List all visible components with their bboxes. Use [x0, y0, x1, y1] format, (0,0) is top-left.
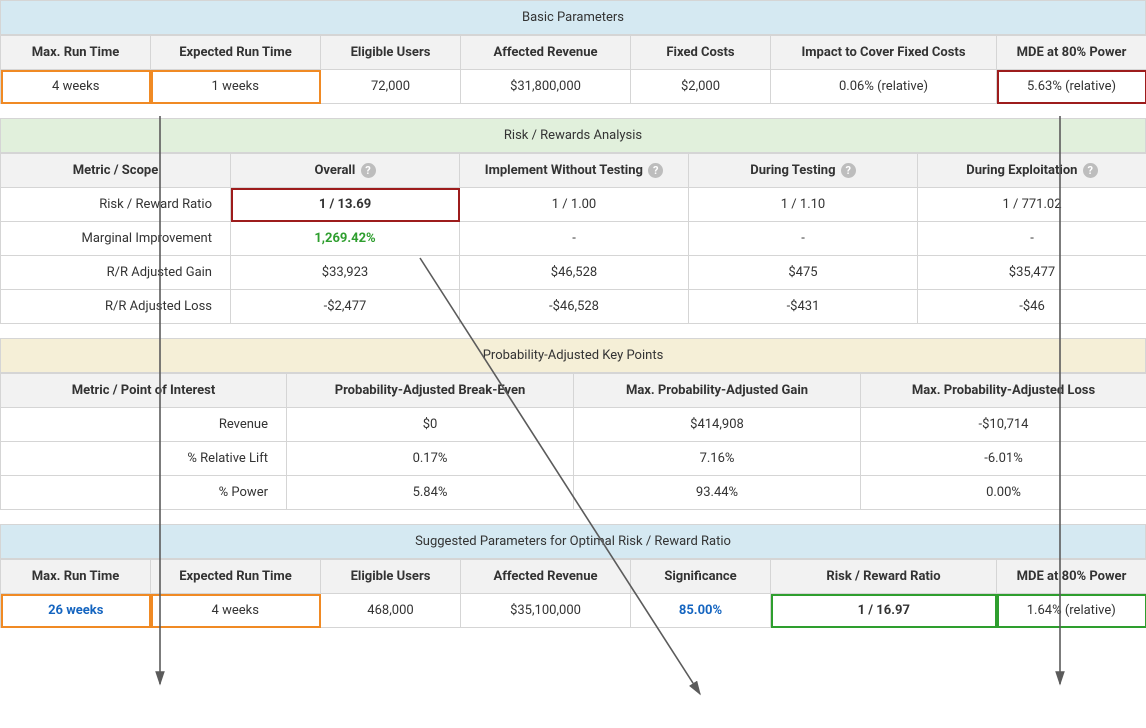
risk-gain-de: $35,477: [918, 256, 1146, 290]
suggested-header: Affected Revenue: [461, 560, 631, 594]
section-title-suggested: Suggested Parameters for Optimal Risk / …: [0, 524, 1146, 559]
risk-row-label: Marginal Improvement: [1, 222, 231, 256]
header-label: During Testing: [750, 163, 835, 178]
help-icon[interactable]: ?: [1083, 163, 1098, 178]
basic-header: Affected Revenue: [461, 36, 631, 70]
suggested-mde-80: 1.64% (relative): [997, 594, 1146, 628]
basic-header: Fixed Costs: [631, 36, 771, 70]
risk-gain-iwt: $46,528: [460, 256, 689, 290]
prob-lift-be: 0.17%: [287, 442, 574, 476]
prob-lift-loss: -6.01%: [861, 442, 1146, 476]
risk-row-label: R/R Adjusted Gain: [1, 256, 231, 290]
prob-power-gain: 93.44%: [574, 476, 861, 510]
prob-row-label: Revenue: [1, 408, 287, 442]
risk-ratio-iwt: 1 / 1.00: [460, 188, 689, 222]
risk-ratio-dt: 1 / 1.10: [689, 188, 918, 222]
basic-mde-80: 5.63% (relative): [997, 70, 1146, 104]
basic-header: Impact to Cover Fixed Costs: [771, 36, 997, 70]
help-icon[interactable]: ?: [361, 163, 376, 178]
basic-expected-run-time: 1 weeks: [151, 70, 321, 104]
risk-ratio-de: 1 / 771.02: [918, 188, 1146, 222]
risk-marginal-overall: 1,269.42%: [231, 222, 460, 256]
suggested-header: Risk / Reward Ratio: [771, 560, 997, 594]
risk-loss-iwt: -$46,528: [460, 290, 689, 324]
prob-header-metric: Metric / Point of Interest: [1, 374, 287, 408]
suggested-expected-run-time: 4 weeks: [151, 594, 321, 628]
prob-power-be: 5.84%: [287, 476, 574, 510]
prob-table: Metric / Point of Interest Probability-A…: [0, 373, 1146, 510]
prob-lift-gain: 7.16%: [574, 442, 861, 476]
basic-header: MDE at 80% Power: [997, 36, 1146, 70]
basic-eligible-users: 72,000: [321, 70, 461, 104]
risk-header-de: During Exploitation ?: [918, 154, 1146, 188]
risk-gain-overall: $33,923: [231, 256, 460, 290]
risk-row-label: R/R Adjusted Loss: [1, 290, 231, 324]
suggested-table: Max. Run Time Expected Run Time Eligible…: [0, 559, 1146, 628]
suggested-significance: 85.00%: [631, 594, 771, 628]
suggested-header: Significance: [631, 560, 771, 594]
risk-ratio-overall: 1 / 13.69: [231, 188, 460, 222]
suggested-max-run-time: 26 weeks: [1, 594, 151, 628]
suggested-eligible-users: 468,000: [321, 594, 461, 628]
help-icon[interactable]: ?: [648, 163, 663, 178]
suggested-header: Expected Run Time: [151, 560, 321, 594]
risk-loss-overall: -$2,477: [231, 290, 460, 324]
prob-row-label: % Power: [1, 476, 287, 510]
risk-marginal-iwt: -: [460, 222, 689, 256]
basic-impact-cover-costs: 0.06% (relative): [771, 70, 997, 104]
risk-header-dt: During Testing ?: [689, 154, 918, 188]
risk-loss-de: -$46: [918, 290, 1146, 324]
risk-header-overall: Overall ?: [231, 154, 460, 188]
risk-header-metric: Metric / Scope: [1, 154, 231, 188]
risk-loss-dt: -$431: [689, 290, 918, 324]
prob-header-gain: Max. Probability-Adjusted Gain: [574, 374, 861, 408]
prob-power-loss: 0.00%: [861, 476, 1146, 510]
prob-header-loss: Max. Probability-Adjusted Loss: [861, 374, 1146, 408]
risk-header-iwt: Implement Without Testing ?: [460, 154, 689, 188]
basic-header: Eligible Users: [321, 36, 461, 70]
basic-header: Expected Run Time: [151, 36, 321, 70]
section-title-risk: Risk / Rewards Analysis: [0, 118, 1146, 153]
prob-row-label: % Relative Lift: [1, 442, 287, 476]
risk-row-label: Risk / Reward Ratio: [1, 188, 231, 222]
risk-marginal-de: -: [918, 222, 1146, 256]
header-label: Overall: [314, 163, 355, 178]
suggested-risk-reward: 1 / 16.97: [771, 594, 997, 628]
basic-table: Max. Run Time Expected Run Time Eligible…: [0, 35, 1146, 104]
prob-revenue-loss: -$10,714: [861, 408, 1146, 442]
basic-affected-revenue: $31,800,000: [461, 70, 631, 104]
risk-marginal-dt: -: [689, 222, 918, 256]
basic-fixed-costs: $2,000: [631, 70, 771, 104]
suggested-affected-revenue: $35,100,000: [461, 594, 631, 628]
basic-max-run-time: 4 weeks: [1, 70, 151, 104]
section-title-basic: Basic Parameters: [0, 0, 1146, 35]
header-label: Implement Without Testing: [485, 163, 643, 178]
section-title-prob: Probability-Adjusted Key Points: [0, 338, 1146, 373]
help-icon[interactable]: ?: [841, 163, 856, 178]
prob-revenue-be: $0: [287, 408, 574, 442]
suggested-header: Max. Run Time: [1, 560, 151, 594]
suggested-header: MDE at 80% Power: [997, 560, 1146, 594]
risk-gain-dt: $475: [689, 256, 918, 290]
prob-revenue-gain: $414,908: [574, 408, 861, 442]
suggested-header: Eligible Users: [321, 560, 461, 594]
header-label: During Exploitation: [966, 163, 1077, 178]
prob-header-be: Probability-Adjusted Break-Even: [287, 374, 574, 408]
risk-table: Metric / Scope Overall ? Implement Witho…: [0, 153, 1146, 324]
basic-header: Max. Run Time: [1, 36, 151, 70]
